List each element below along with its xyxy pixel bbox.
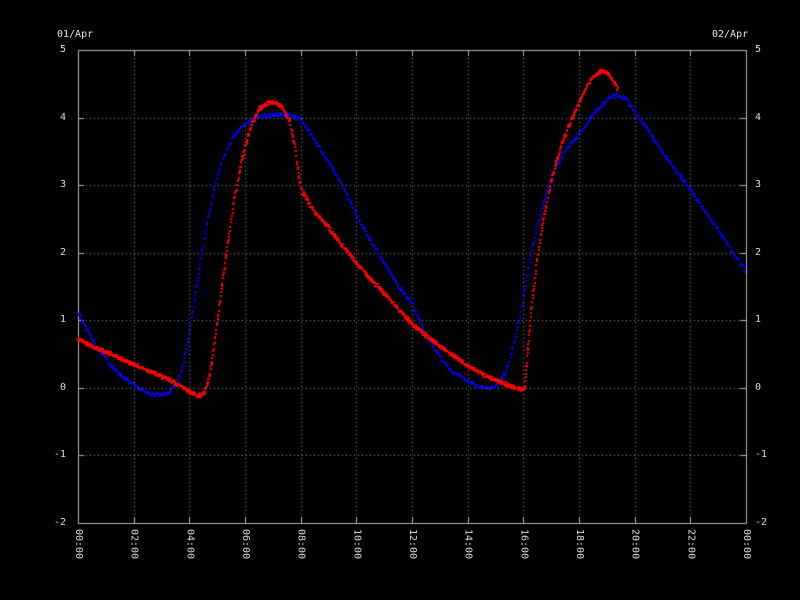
y-axis-left-tick-label: 4 <box>59 111 66 123</box>
x-axis-tick-label: 06:00 <box>240 529 251 560</box>
y-axis-left-tick-label: 0 <box>59 381 66 393</box>
y-axis-right-tick-label: -1 <box>755 449 768 461</box>
y-axis-right-tick-label: -2 <box>755 517 768 528</box>
y-axis-right-tick-label: 4 <box>755 111 762 123</box>
y-axis-right-tick-label: 3 <box>755 179 762 191</box>
x-axis-tick-label: 02:00 <box>128 529 140 560</box>
x-axis-tick-label: 12:00 <box>407 529 418 560</box>
x-axis-tick-label: 16:00 <box>518 529 530 560</box>
y-axis-left-tick-label: 5 <box>59 44 66 55</box>
y-axis-left-tick-label: -2 <box>53 517 66 528</box>
y-axis-right-tick-label: 1 <box>755 314 762 326</box>
x-axis-tick-label: 22:00 <box>685 529 697 560</box>
x-axis-tick-label: 00:00 <box>73 529 84 560</box>
x-axis-tick-label: 10:00 <box>351 529 363 560</box>
y-axis-right-tick-label: 0 <box>755 381 762 393</box>
y-axis-left-tick-label: 3 <box>59 179 66 191</box>
x-axis-tick-label: 18:00 <box>574 529 585 560</box>
x-axis-tick-label: 14:00 <box>462 529 474 560</box>
y-axis-right-tick-label: 5 <box>755 44 762 55</box>
y-axis-left-tick-label: -1 <box>53 449 66 461</box>
y-axis-left-tick-label: 2 <box>59 246 66 258</box>
date-label-start: 01/Apr <box>57 29 94 40</box>
x-axis-tick-label: 20:00 <box>629 529 641 560</box>
x-axis-tick-label: 00:00 <box>741 529 752 560</box>
y-axis-right-tick-label: 2 <box>755 246 762 258</box>
date-label-end: 02/Apr <box>712 29 749 40</box>
x-axis-tick-label: 08:00 <box>295 529 307 560</box>
y-axis-left-tick-label: 1 <box>59 314 66 326</box>
x-axis-tick-label: 04:00 <box>184 529 196 560</box>
